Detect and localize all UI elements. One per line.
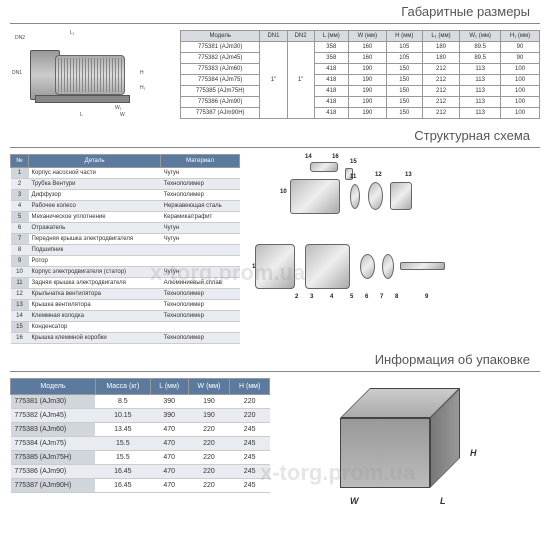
dims-title: Габаритные размеры bbox=[0, 0, 550, 21]
struct-section: №ДетальМатериал 1Корпус насосной частиЧу… bbox=[0, 150, 550, 348]
lbl-4: 4 bbox=[330, 294, 333, 300]
lbl-9: 9 bbox=[425, 294, 428, 300]
box-w: W bbox=[350, 496, 359, 506]
pack-row: 775381 (AJm30)8.5390190220 bbox=[11, 395, 270, 409]
dims-row: 775381 (AJm30)1"1"35816010518089.590 bbox=[181, 42, 540, 53]
pack-title: Информация об упаковке bbox=[0, 348, 550, 369]
fan-part bbox=[368, 182, 383, 210]
lbl-5: 5 bbox=[350, 294, 353, 300]
box-l: L bbox=[440, 496, 446, 506]
dn1-label: DN1 bbox=[12, 70, 22, 76]
lbl-11: 11 bbox=[350, 174, 356, 180]
parts-row: 13Крышка вентилятораТехнополимер bbox=[11, 300, 240, 311]
l1-label: L₁ bbox=[70, 30, 74, 36]
stator-part bbox=[290, 179, 340, 214]
dims-th: L (мм) bbox=[314, 31, 348, 42]
dims-th: W (мм) bbox=[348, 31, 386, 42]
pump-body-part bbox=[255, 244, 295, 289]
parts-row: 15Конденсатор bbox=[11, 322, 240, 333]
pack-row: 775383 (AJm60)13.45470220245 bbox=[11, 423, 270, 437]
dims-th: DN2 bbox=[287, 31, 314, 42]
pack-row: 775385 (AJm75H)15.5470220245 bbox=[11, 451, 270, 465]
lbl-13: 13 bbox=[405, 172, 412, 178]
dims-row: 775385 (AJm75H)418190150212113100 bbox=[181, 86, 540, 97]
dn2-label: DN2 bbox=[15, 35, 25, 41]
impeller-part bbox=[360, 254, 375, 279]
dims-row: 775386 (AJm90)418190150212113100 bbox=[181, 97, 540, 108]
box-h: H bbox=[470, 448, 477, 458]
dims-th: H₁ (мм) bbox=[501, 31, 540, 42]
front-cover-part bbox=[305, 244, 350, 289]
lbl-14: 14 bbox=[305, 154, 312, 160]
lbl-15: 15 bbox=[350, 159, 357, 165]
w-label: W₁ bbox=[115, 105, 121, 111]
parts-row: 16Крышка клеммной коробкиТехнополимер bbox=[11, 333, 240, 344]
dims-th: L₁ (мм) bbox=[422, 31, 459, 42]
lbl-1: 1 bbox=[252, 264, 255, 270]
lbl-12: 12 bbox=[375, 172, 382, 178]
lbl-8: 8 bbox=[395, 294, 398, 300]
pack-section: МодельМасса (кг)L (мм)W (мм)H (мм) 77538… bbox=[0, 374, 550, 497]
pump-diagram: DN2 DN1 L₁ H H₁ L W₁ W bbox=[10, 30, 170, 120]
l-label: L bbox=[80, 112, 83, 118]
exploded-view: 10 14 16 15 11 12 13 1 2 3 4 5 6 7 8 9 bbox=[250, 154, 540, 344]
lbl-2: 2 bbox=[295, 294, 298, 300]
pack-row: 775384 (AJm75)15.5470220245 bbox=[11, 437, 270, 451]
parts-row: 11Задняя крышка электродвигателяАлюминие… bbox=[11, 278, 240, 289]
parts-row: 4Рабочее колесоНержавеющая сталь bbox=[11, 201, 240, 212]
lbl-7: 7 bbox=[380, 294, 383, 300]
parts-row: 12Крыльчатка вентилятораТехнополимер bbox=[11, 289, 240, 300]
divider bbox=[10, 23, 540, 24]
base-shape bbox=[35, 95, 130, 103]
dims-section: DN2 DN1 L₁ H H₁ L W₁ W МодельDN1DN2L (мм… bbox=[0, 26, 550, 124]
struct-title: Структурная схема bbox=[0, 124, 550, 145]
parts-row: 5Механическое уплотнениеКерамика/графит bbox=[11, 212, 240, 223]
parts-table: №ДетальМатериал 1Корпус насосной частиЧу… bbox=[10, 154, 240, 344]
h1-label: H₁ bbox=[140, 85, 145, 91]
box-front bbox=[340, 418, 430, 488]
dims-th: Модель bbox=[181, 31, 260, 42]
pack-row: 775382 (AJm45)10.15390190220 bbox=[11, 409, 270, 423]
dims-row: 775384 (AJm75)418190150212113100 bbox=[181, 75, 540, 86]
divider bbox=[10, 371, 540, 372]
motor-fins bbox=[58, 58, 122, 92]
h-label: H bbox=[140, 70, 144, 76]
pack-row: 775386 (AJm90)16.45470220245 bbox=[11, 465, 270, 479]
parts-row: 10Корпус электродвигателя (статор)Чугун bbox=[11, 267, 240, 278]
dims-row: 775382 (AJm45)35816010518089.590 bbox=[181, 53, 540, 64]
dims-row: 775383 (AJm60)418190150212113100 bbox=[181, 64, 540, 75]
divider bbox=[10, 147, 540, 148]
bearing-part bbox=[350, 184, 360, 209]
package-box: H W L bbox=[290, 378, 540, 493]
parts-row: 1Корпус насосной частиЧугун bbox=[11, 168, 240, 179]
lbl-16: 16 bbox=[332, 154, 339, 160]
parts-row: 2Трубка ВентуриТехнополимер bbox=[11, 179, 240, 190]
parts-row: 7Передняя крышка электродвигателяЧугун bbox=[11, 234, 240, 245]
dims-table: МодельDN1DN2L (мм)W (мм)H (мм)L₁ (мм)W₁ … bbox=[180, 30, 540, 120]
dims-row: 775387 (AJm90H)418190150212113100 bbox=[181, 108, 540, 119]
parts-row: 8Подшипник bbox=[11, 245, 240, 256]
dims-th: H (мм) bbox=[386, 31, 422, 42]
box-part bbox=[310, 162, 338, 172]
lbl-10: 10 bbox=[280, 189, 287, 195]
dims-th: DN1 bbox=[260, 31, 287, 42]
dims-th: W₁ (мм) bbox=[460, 31, 501, 42]
w-label2: W bbox=[120, 112, 125, 118]
lbl-3: 3 bbox=[310, 294, 313, 300]
parts-row: 6ОтражательЧугун bbox=[11, 223, 240, 234]
parts-row: 3ДиффузорТехнополимер bbox=[11, 190, 240, 201]
parts-row: 9Ротор bbox=[11, 256, 240, 267]
parts-row: 14Клеммная колодкаТехнополимер bbox=[11, 311, 240, 322]
cover-part bbox=[390, 182, 412, 210]
seal-part bbox=[382, 254, 394, 279]
pack-row: 775387 (AJm90H)16.45470220245 bbox=[11, 479, 270, 493]
lbl-6: 6 bbox=[365, 294, 368, 300]
rotor-part bbox=[400, 262, 445, 270]
pack-table: МодельМасса (кг)L (мм)W (мм)H (мм) 77538… bbox=[10, 378, 270, 493]
